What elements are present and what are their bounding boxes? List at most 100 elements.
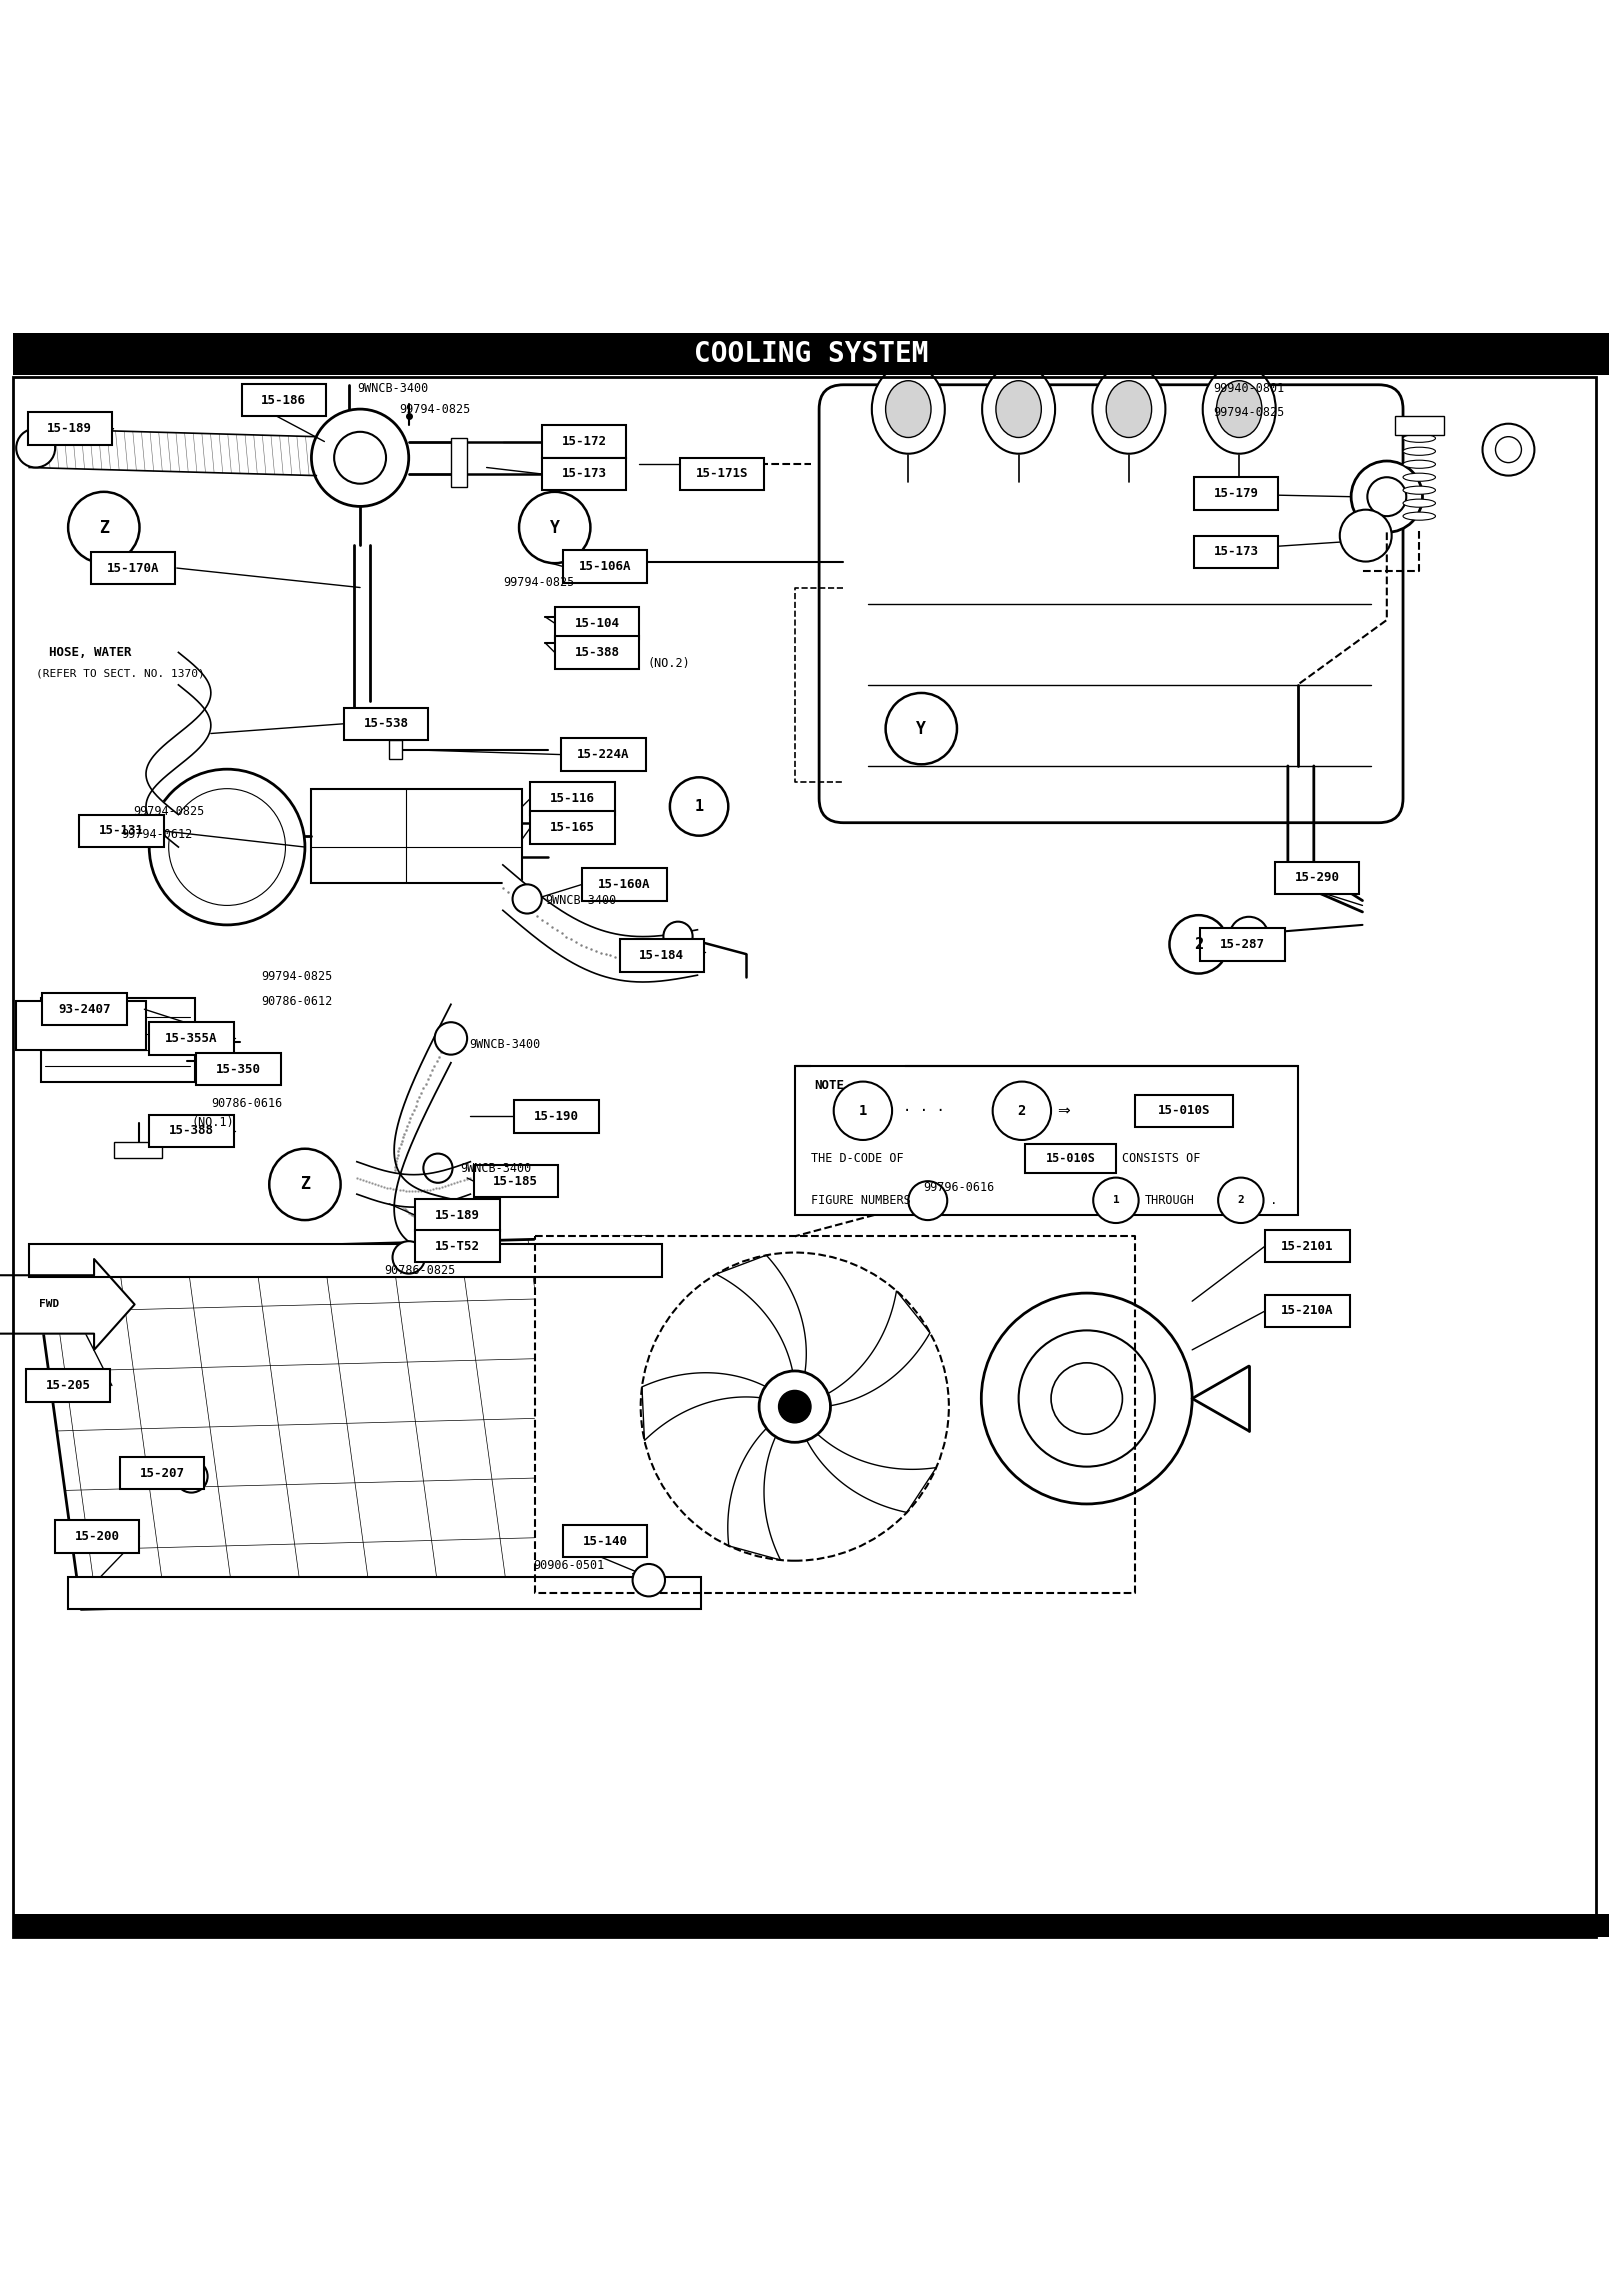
Ellipse shape bbox=[873, 364, 944, 453]
Circle shape bbox=[188, 809, 266, 886]
Text: 15-106A: 15-106A bbox=[579, 560, 631, 574]
Circle shape bbox=[423, 1153, 453, 1182]
Text: THROUGH: THROUGH bbox=[1145, 1194, 1195, 1207]
FancyBboxPatch shape bbox=[13, 333, 1609, 376]
FancyBboxPatch shape bbox=[344, 708, 428, 740]
Ellipse shape bbox=[1403, 513, 1435, 519]
FancyBboxPatch shape bbox=[1200, 927, 1285, 961]
FancyBboxPatch shape bbox=[120, 1458, 204, 1490]
Text: 15-179: 15-179 bbox=[1213, 487, 1259, 499]
Text: 15-210A: 15-210A bbox=[1281, 1305, 1333, 1317]
Text: 90786-0825: 90786-0825 bbox=[384, 1264, 456, 1278]
Text: 2: 2 bbox=[1017, 1105, 1027, 1118]
FancyBboxPatch shape bbox=[819, 385, 1403, 822]
FancyBboxPatch shape bbox=[16, 1000, 146, 1050]
Text: 15-165: 15-165 bbox=[550, 820, 595, 834]
Text: 90786-0612: 90786-0612 bbox=[261, 995, 333, 1007]
Text: 15-388: 15-388 bbox=[574, 647, 620, 658]
Text: Y: Y bbox=[916, 720, 926, 738]
Circle shape bbox=[393, 1242, 425, 1273]
Text: 90786-0616: 90786-0616 bbox=[211, 1096, 282, 1109]
Ellipse shape bbox=[1403, 474, 1435, 481]
Text: Z: Z bbox=[99, 519, 109, 538]
Polygon shape bbox=[535, 1237, 1135, 1592]
Text: 15-538: 15-538 bbox=[363, 718, 409, 731]
Text: 15-172: 15-172 bbox=[561, 435, 607, 449]
Circle shape bbox=[1340, 510, 1392, 563]
Text: 9WNCB-3400: 9WNCB-3400 bbox=[545, 893, 616, 907]
Ellipse shape bbox=[996, 380, 1041, 437]
Polygon shape bbox=[642, 1374, 770, 1440]
Ellipse shape bbox=[1403, 460, 1435, 469]
Text: · · ·: · · · bbox=[903, 1105, 946, 1118]
Text: 15-170A: 15-170A bbox=[107, 563, 159, 574]
Circle shape bbox=[175, 1460, 208, 1492]
Circle shape bbox=[178, 797, 276, 895]
FancyBboxPatch shape bbox=[149, 1023, 234, 1055]
Circle shape bbox=[663, 923, 693, 950]
Text: 15-131: 15-131 bbox=[99, 825, 144, 838]
Text: 1: 1 bbox=[1113, 1196, 1119, 1205]
FancyBboxPatch shape bbox=[28, 412, 112, 444]
Circle shape bbox=[269, 1148, 341, 1221]
FancyBboxPatch shape bbox=[1194, 535, 1278, 567]
Polygon shape bbox=[0, 1260, 135, 1351]
FancyBboxPatch shape bbox=[795, 1066, 1298, 1214]
FancyBboxPatch shape bbox=[582, 868, 667, 900]
Text: 15-186: 15-186 bbox=[261, 394, 307, 408]
Text: (NO.1): (NO.1) bbox=[191, 1116, 234, 1130]
FancyBboxPatch shape bbox=[530, 781, 615, 816]
FancyBboxPatch shape bbox=[555, 636, 639, 670]
Ellipse shape bbox=[1106, 380, 1152, 437]
Text: 99794-0825: 99794-0825 bbox=[1213, 405, 1285, 419]
FancyBboxPatch shape bbox=[1265, 1230, 1350, 1262]
Circle shape bbox=[68, 492, 139, 563]
Text: 15-388: 15-388 bbox=[169, 1125, 214, 1137]
Text: 15-104: 15-104 bbox=[574, 617, 620, 629]
Text: COOLING SYSTEM: COOLING SYSTEM bbox=[694, 339, 928, 369]
Ellipse shape bbox=[886, 380, 931, 437]
FancyBboxPatch shape bbox=[561, 738, 646, 770]
Text: 15-189: 15-189 bbox=[47, 421, 92, 435]
Circle shape bbox=[203, 822, 251, 872]
FancyBboxPatch shape bbox=[542, 458, 626, 490]
FancyBboxPatch shape bbox=[1395, 415, 1444, 435]
Circle shape bbox=[1218, 1178, 1264, 1223]
FancyBboxPatch shape bbox=[91, 551, 175, 583]
FancyBboxPatch shape bbox=[26, 1369, 110, 1401]
Circle shape bbox=[670, 777, 728, 836]
Circle shape bbox=[981, 1294, 1192, 1503]
Text: FWD: FWD bbox=[39, 1298, 58, 1310]
Text: 99796-0616: 99796-0616 bbox=[923, 1182, 994, 1194]
Circle shape bbox=[834, 1082, 892, 1139]
FancyBboxPatch shape bbox=[114, 1141, 162, 1160]
Text: 15-160A: 15-160A bbox=[599, 877, 650, 891]
Circle shape bbox=[169, 788, 285, 904]
Text: 15-185: 15-185 bbox=[493, 1175, 539, 1187]
Circle shape bbox=[519, 492, 590, 563]
Text: 9WNCB-3400: 9WNCB-3400 bbox=[357, 383, 428, 396]
Text: 15-171S: 15-171S bbox=[696, 467, 748, 481]
Ellipse shape bbox=[1403, 446, 1435, 456]
Text: 1: 1 bbox=[694, 800, 704, 813]
Circle shape bbox=[993, 1082, 1051, 1139]
FancyBboxPatch shape bbox=[55, 1519, 139, 1554]
FancyBboxPatch shape bbox=[79, 816, 164, 847]
Circle shape bbox=[1169, 916, 1228, 973]
FancyBboxPatch shape bbox=[196, 1052, 281, 1087]
Text: 1: 1 bbox=[858, 1105, 868, 1118]
Text: 9WNCB-3400: 9WNCB-3400 bbox=[469, 1039, 540, 1052]
Text: 15-189: 15-189 bbox=[435, 1210, 480, 1221]
FancyBboxPatch shape bbox=[1025, 1144, 1116, 1173]
FancyBboxPatch shape bbox=[620, 939, 704, 973]
Text: (REFER TO SECT. NO. 1370): (REFER TO SECT. NO. 1370) bbox=[36, 667, 204, 679]
FancyBboxPatch shape bbox=[311, 788, 522, 882]
Text: 90906-0501: 90906-0501 bbox=[534, 1558, 605, 1572]
Text: 99794-0825: 99794-0825 bbox=[399, 403, 470, 417]
Text: 15-200: 15-200 bbox=[75, 1531, 120, 1542]
Circle shape bbox=[759, 1371, 830, 1442]
Circle shape bbox=[435, 1023, 467, 1055]
Polygon shape bbox=[32, 1237, 697, 1608]
Circle shape bbox=[886, 693, 957, 765]
Text: CONSISTS OF: CONSISTS OF bbox=[1122, 1153, 1200, 1164]
